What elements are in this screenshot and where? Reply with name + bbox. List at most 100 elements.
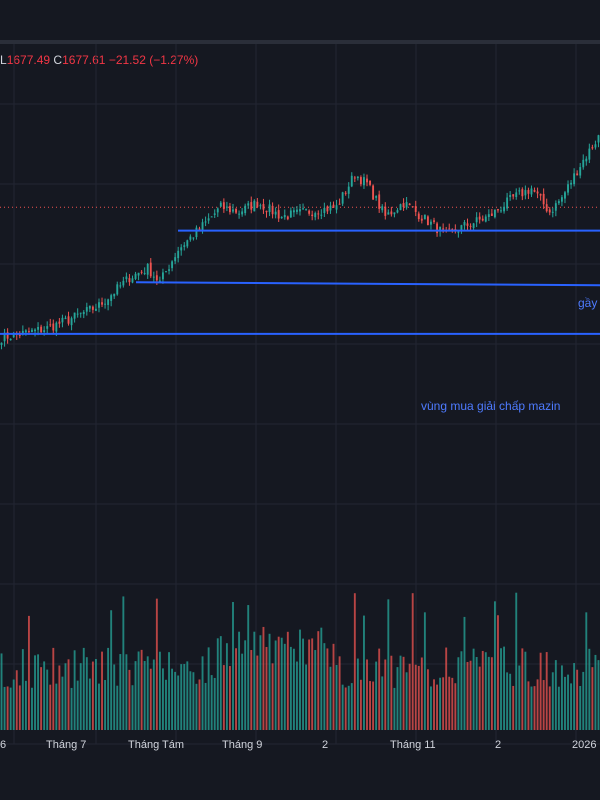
volume-bar xyxy=(305,664,308,730)
volume-bar xyxy=(3,686,6,730)
volume-bar xyxy=(140,649,143,730)
volume-bar xyxy=(119,654,122,730)
candle-body xyxy=(40,326,43,333)
volume-bar xyxy=(88,678,91,730)
toolbar-separator xyxy=(0,40,600,44)
candle-body xyxy=(320,214,323,216)
volume-bar xyxy=(390,655,393,730)
x-tick-label: Tháng 9 xyxy=(222,739,262,751)
candle-body xyxy=(515,192,518,198)
volume-bar xyxy=(445,647,448,730)
volume-bar xyxy=(582,671,585,730)
volume-bar xyxy=(481,650,484,730)
volume-bar xyxy=(484,652,487,730)
volume-bar xyxy=(12,679,15,730)
candle-body xyxy=(55,322,58,332)
volume-bar xyxy=(317,631,320,730)
volume-bar xyxy=(296,661,298,730)
volume-bar xyxy=(183,664,186,730)
candle-body xyxy=(387,212,390,215)
volume-bar xyxy=(436,684,438,730)
volume-bar xyxy=(168,652,170,730)
candle-body xyxy=(43,330,46,332)
candle-body xyxy=(487,214,490,218)
volume-bar xyxy=(475,657,478,730)
candle-body xyxy=(238,213,241,215)
volume-bar xyxy=(384,659,387,730)
candle-body xyxy=(70,318,73,326)
level-line-2 xyxy=(135,281,600,287)
volume-bar xyxy=(94,658,97,730)
volume-bar xyxy=(27,615,30,730)
volume-bar xyxy=(158,651,161,730)
volume-bar xyxy=(201,656,204,730)
volume-bar xyxy=(134,661,137,730)
candle-body xyxy=(110,295,113,301)
candle-body xyxy=(85,307,88,312)
candle-body xyxy=(509,195,512,198)
candle-body xyxy=(286,216,289,220)
candle-body xyxy=(497,209,499,211)
candle-body xyxy=(122,280,125,286)
candle-body xyxy=(76,313,79,315)
x-tick-label: Tháng Tám xyxy=(128,739,184,751)
candle-body xyxy=(168,269,170,271)
volume-bar xyxy=(107,647,110,730)
volume-bar xyxy=(469,660,472,730)
price-chart[interactable]: gầy vùng mua giải chấp mazin 6 Tháng 7 Thá… xyxy=(0,44,600,764)
volume-bar xyxy=(152,659,155,730)
candle-body xyxy=(146,263,149,275)
candle-body xyxy=(225,206,228,208)
candle-body xyxy=(567,184,569,193)
volume-bar xyxy=(79,663,82,730)
volume-bar xyxy=(372,681,375,730)
candle-body xyxy=(274,211,277,215)
candle-body xyxy=(143,272,146,274)
volume-bar xyxy=(548,686,551,730)
volume-bar xyxy=(204,682,207,730)
candle-body xyxy=(149,262,152,277)
candle-body xyxy=(399,204,402,211)
volume-bar xyxy=(396,667,399,730)
volume-bar xyxy=(116,685,119,730)
x-tick-label: 2026 xyxy=(572,739,596,751)
candle-body xyxy=(548,209,551,213)
candle-body xyxy=(137,272,140,276)
candle-body xyxy=(46,326,49,329)
candle-body xyxy=(82,311,85,315)
volume-bar xyxy=(414,664,417,730)
candle-body xyxy=(564,192,566,199)
candle-body xyxy=(265,210,268,213)
candle-body xyxy=(442,228,445,230)
volume-bar xyxy=(405,672,408,730)
candle-body xyxy=(579,167,582,176)
volume-bar xyxy=(542,680,545,730)
candle-body xyxy=(73,312,76,319)
candle-body xyxy=(177,250,180,259)
candle-body xyxy=(372,185,375,200)
candle-body xyxy=(436,223,438,234)
volume-bar xyxy=(588,648,591,730)
volume-bar xyxy=(299,629,301,730)
candle-body xyxy=(430,221,432,225)
candle-body xyxy=(119,285,122,287)
candle-body xyxy=(451,228,454,230)
candle-body xyxy=(152,276,155,278)
volume-bar xyxy=(15,670,18,730)
close-key: C xyxy=(53,53,63,67)
volume-bar xyxy=(265,646,268,730)
candle-body xyxy=(390,211,393,215)
candle-body xyxy=(94,308,97,311)
volume-bar xyxy=(61,676,64,730)
volume-bar xyxy=(597,660,600,730)
horizontal-levels[interactable] xyxy=(0,229,600,335)
ohlc-legend: L1677.49 C1677.61 −21.52 (−1.27%) xyxy=(0,53,198,67)
candle-body xyxy=(375,196,378,198)
volume-bar xyxy=(52,647,55,730)
candle-body xyxy=(280,217,283,219)
x-tick-label: Tháng 11 xyxy=(390,739,436,751)
candle-body xyxy=(113,293,116,297)
volume-bar xyxy=(180,664,183,730)
candle-body xyxy=(229,206,231,213)
low-key: L xyxy=(0,53,7,67)
